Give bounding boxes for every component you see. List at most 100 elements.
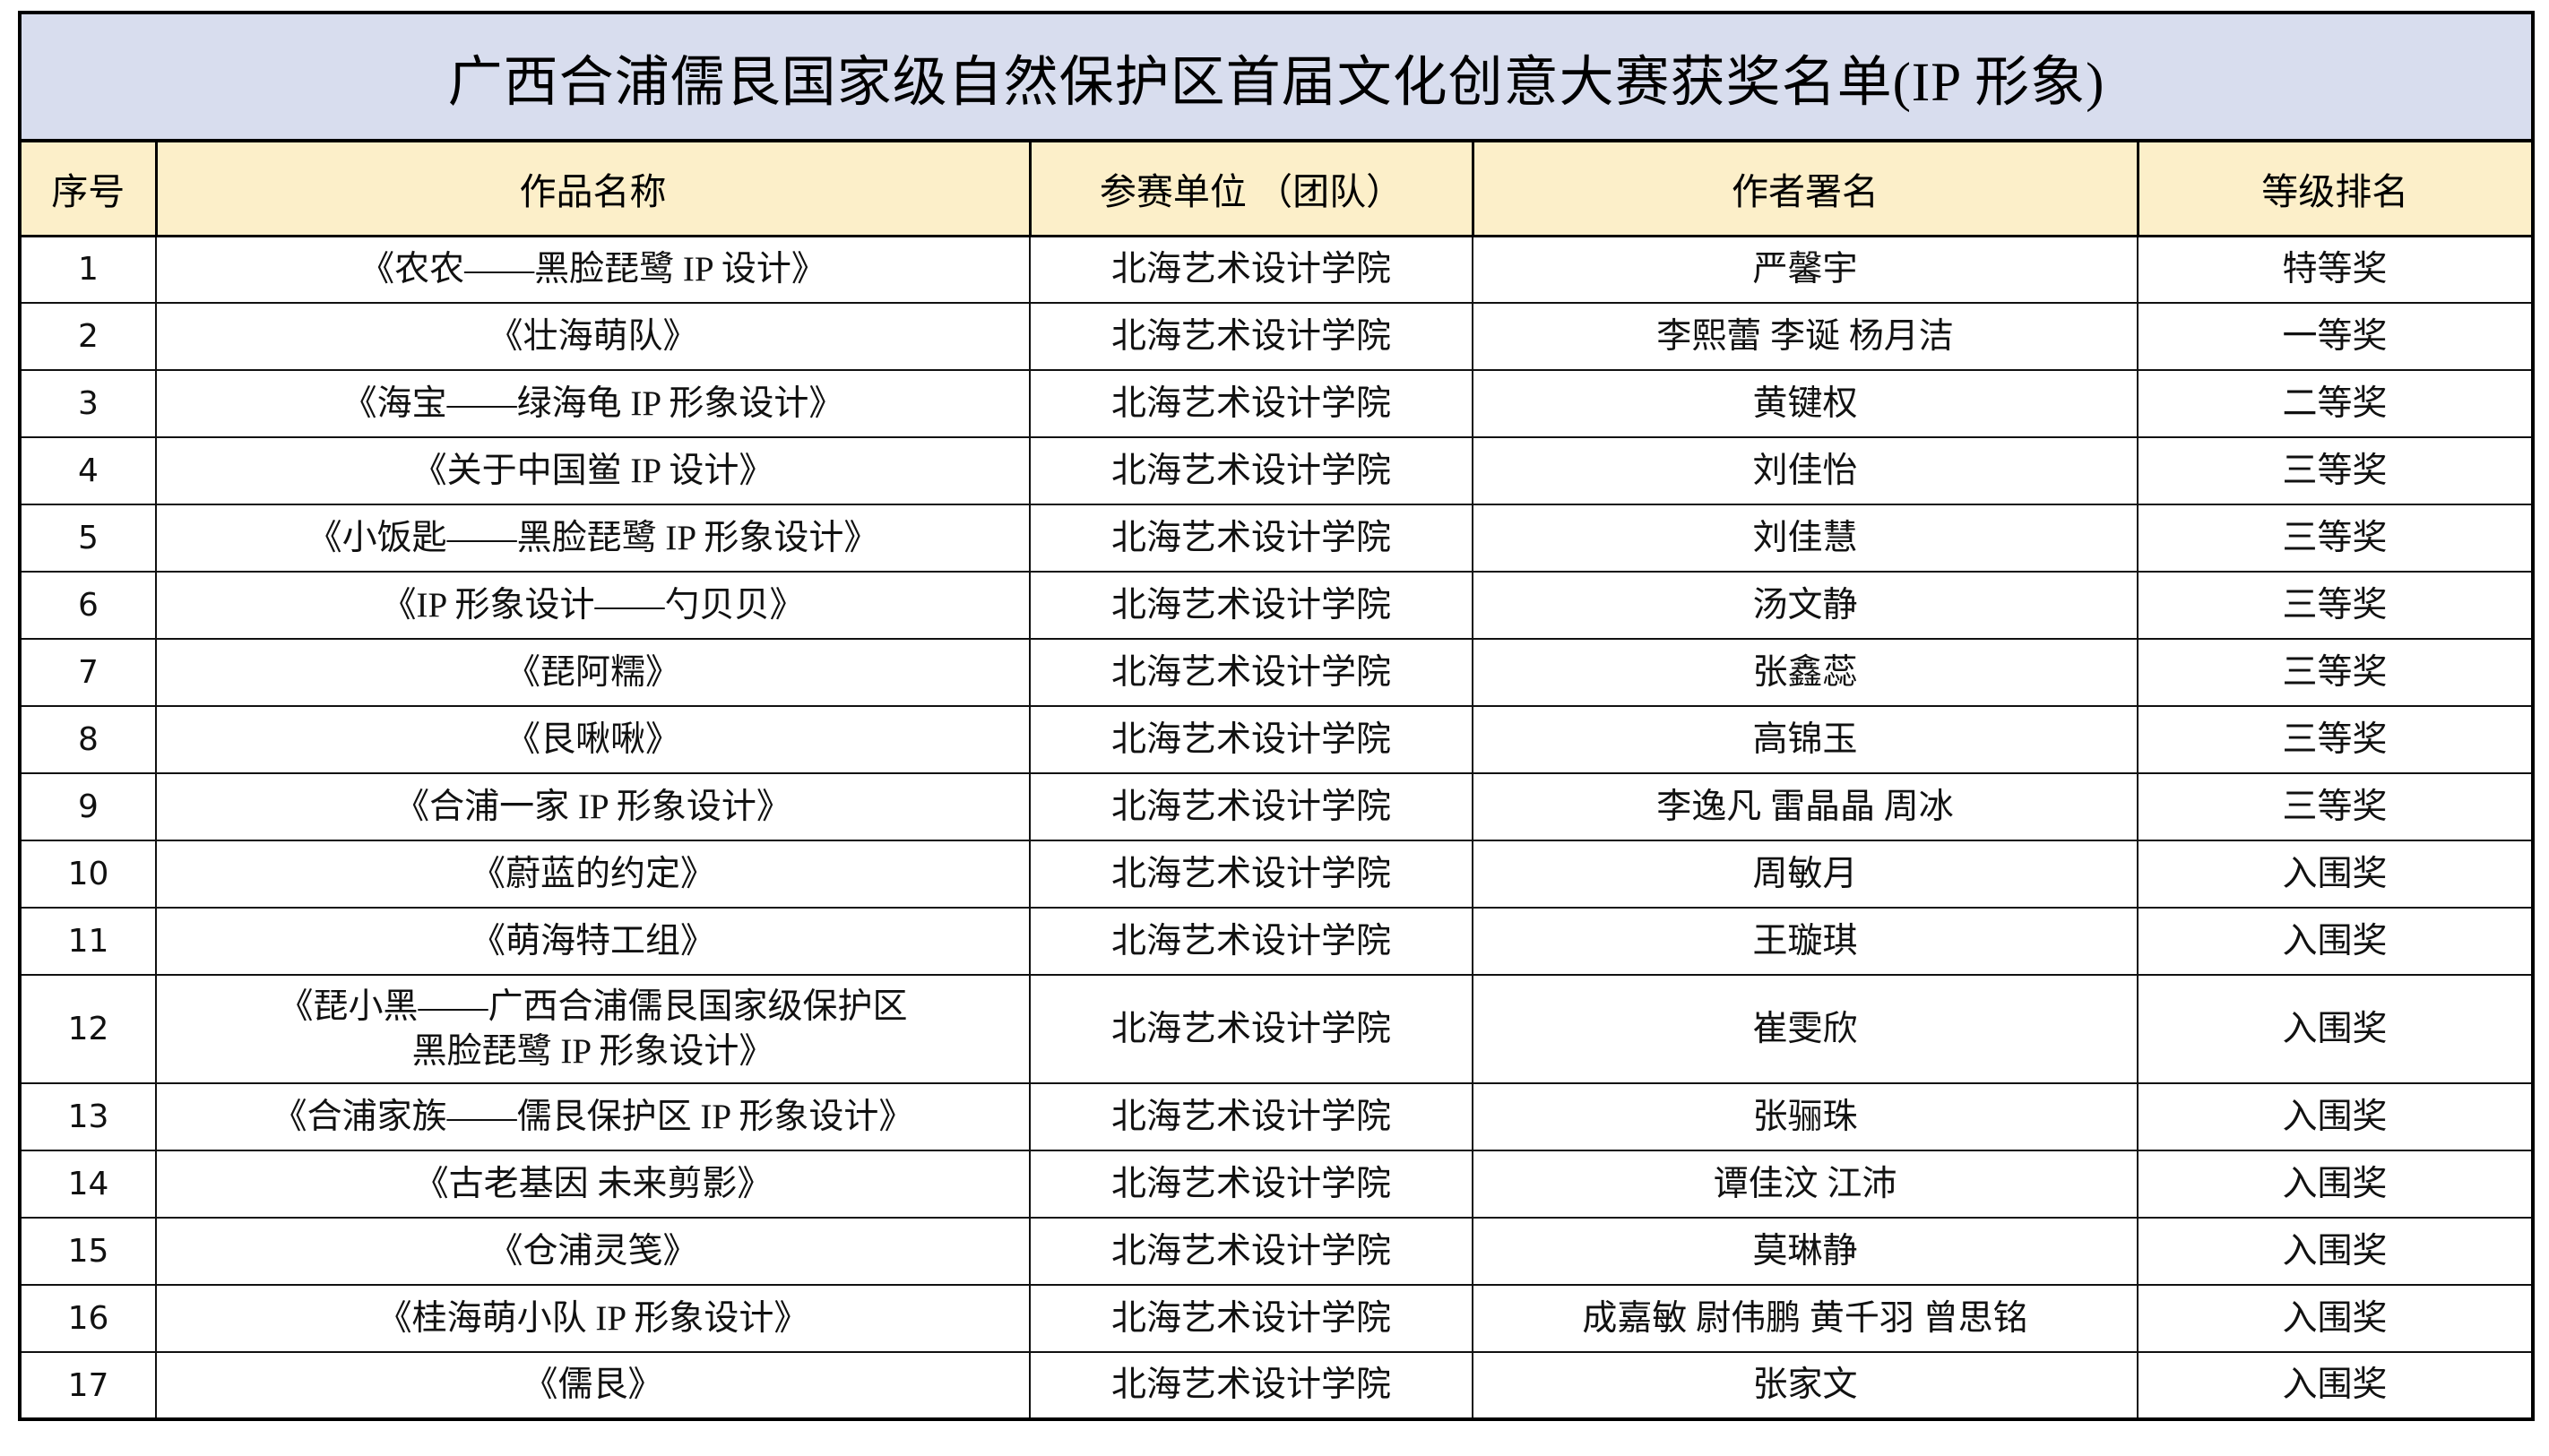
cell-unit: 北海艺术设计学院: [1029, 1217, 1473, 1286]
cell-author: 汤文静: [1472, 571, 2139, 640]
cell-author: 张家文: [1472, 1351, 2139, 1420]
cell-author: 周敏月: [1472, 840, 2139, 909]
cell-author: 严馨宇: [1472, 235, 2139, 304]
cell-work: 《琵阿糯》: [155, 638, 1031, 707]
cell-index: 16: [19, 1284, 157, 1353]
cell-unit: 北海艺术设计学院: [1029, 907, 1473, 976]
column-header-award: 等级排名: [2136, 139, 2535, 237]
cell-author: 李逸凡 雷晶晶 周冰: [1472, 772, 2139, 841]
cell-unit: 北海艺术设计学院: [1029, 436, 1473, 505]
cell-unit: 北海艺术设计学院: [1029, 974, 1473, 1084]
table-row: 4 《关于中国鲎 IP 设计》 北海艺术设计学院 刘佳怡 三等奖: [19, 436, 2535, 505]
table-row: 11 《萌海特工组》 北海艺术设计学院 王璇琪 入围奖: [19, 907, 2535, 976]
cell-author: 李熙蕾 李诞 杨月洁: [1472, 302, 2139, 371]
title-row: 广西合浦儒艮国家级自然保护区首届文化创意大赛获奖名单(IP 形象): [17, 11, 2536, 142]
cell-author: 王璇琪: [1472, 907, 2139, 976]
table-row: 3 《海宝——绿海龟 IP 形象设计》 北海艺术设计学院 黄键权 二等奖: [19, 369, 2535, 438]
cell-award: 入围奖: [2136, 1150, 2535, 1219]
cell-work: 《蔚蓝的约定》: [155, 840, 1031, 909]
table-row: 12 《琵小黑——广西合浦儒艮国家级保护区 黑脸琵鹭 IP 形象设计》 北海艺术设计…: [19, 974, 2535, 1084]
table-row: 5 《小饭匙——黑脸琵鹭 IP 形象设计》 北海艺术设计学院 刘佳慧 三等奖: [19, 504, 2535, 573]
cell-author: 刘佳怡: [1472, 436, 2139, 505]
cell-unit: 北海艺术设计学院: [1029, 638, 1473, 707]
column-header-work: 作品名称: [154, 139, 1032, 237]
column-header-unit: 参赛单位 （团队）: [1028, 139, 1474, 237]
cell-award: 三等奖: [2136, 504, 2535, 573]
table-row: 9 《合浦一家 IP 形象设计》 北海艺术设计学院 李逸凡 雷晶晶 周冰 三等奖: [19, 772, 2535, 841]
cell-award: 入围奖: [2136, 974, 2535, 1084]
table-row: 14 《古老基因 未来剪影》 北海艺术设计学院 谭佳汶 江沛 入围奖: [19, 1150, 2535, 1219]
cell-author: 莫琳静: [1472, 1217, 2139, 1286]
cell-index: 5: [19, 504, 157, 573]
award-list-table: 广西合浦儒艮国家级自然保护区首届文化创意大赛获奖名单(IP 形象) 序号 作品名…: [17, 11, 2536, 1421]
cell-index: 6: [19, 571, 157, 640]
cell-award: 三等奖: [2136, 638, 2535, 707]
cell-work: 《关于中国鲎 IP 设计》: [155, 436, 1031, 505]
cell-work: 《桂海萌小队 IP 形象设计》: [155, 1284, 1031, 1353]
cell-unit: 北海艺术设计学院: [1029, 1150, 1473, 1219]
table-row: 16 《桂海萌小队 IP 形象设计》 北海艺术设计学院 成嘉敏 尉伟鹏 黄千羽 曾思铭…: [19, 1284, 2535, 1353]
cell-index: 2: [19, 302, 157, 371]
cell-award: 二等奖: [2136, 369, 2535, 438]
cell-index: 17: [19, 1351, 157, 1420]
cell-award: 入围奖: [2136, 1217, 2535, 1286]
cell-award: 三等奖: [2136, 705, 2535, 774]
cell-unit: 北海艺术设计学院: [1029, 1082, 1473, 1151]
cell-index: 9: [19, 772, 157, 841]
cell-work: 《琵小黑——广西合浦儒艮国家级保护区 黑脸琵鹭 IP 形象设计》: [155, 974, 1031, 1084]
header-row: 序号 作品名称 参赛单位 （团队） 作者署名 等级排名: [18, 139, 2535, 237]
cell-award: 入围奖: [2136, 907, 2535, 976]
cell-award: 入围奖: [2136, 840, 2535, 909]
cell-work: 《合浦家族——儒艮保护区 IP 形象设计》: [155, 1082, 1031, 1151]
cell-author: 黄键权: [1472, 369, 2139, 438]
table-row: 8 《艮啾啾》 北海艺术设计学院 高锦玉 三等奖: [19, 705, 2535, 774]
cell-unit: 北海艺术设计学院: [1029, 571, 1473, 640]
cell-work: 《海宝——绿海龟 IP 形象设计》: [155, 369, 1031, 438]
cell-index: 10: [19, 840, 157, 909]
cell-work: 《农农——黑脸琵鹭 IP 设计》: [155, 235, 1031, 304]
cell-index: 11: [19, 907, 157, 976]
cell-unit: 北海艺术设计学院: [1029, 840, 1473, 909]
cell-index: 8: [19, 705, 157, 774]
cell-work: 《小饭匙——黑脸琵鹭 IP 形象设计》: [155, 504, 1031, 573]
cell-index: 12: [19, 974, 157, 1084]
table-row: 7 《琵阿糯》 北海艺术设计学院 张鑫蕊 三等奖: [19, 638, 2535, 707]
cell-unit: 北海艺术设计学院: [1029, 772, 1473, 841]
table-row: 2 《壮海萌队》 北海艺术设计学院 李熙蕾 李诞 杨月洁 一等奖: [19, 302, 2535, 371]
cell-unit: 北海艺术设计学院: [1029, 1351, 1473, 1420]
cell-award: 入围奖: [2136, 1351, 2535, 1420]
cell-award: 一等奖: [2136, 302, 2535, 371]
cell-author: 张骊珠: [1472, 1082, 2139, 1151]
table-row: 15 《仓浦灵笺》 北海艺术设计学院 莫琳静 入围奖: [19, 1217, 2535, 1286]
cell-author: 张鑫蕊: [1472, 638, 2139, 707]
cell-index: 3: [19, 369, 157, 438]
table-row: 17 《儒艮》 北海艺术设计学院 张家文 入围奖: [19, 1351, 2535, 1420]
cell-index: 15: [19, 1217, 157, 1286]
cell-award: 特等奖: [2136, 235, 2535, 304]
table-row: 6 《IP 形象设计——勺贝贝》 北海艺术设计学院 汤文静 三等奖: [19, 571, 2535, 640]
cell-unit: 北海艺术设计学院: [1029, 235, 1473, 304]
cell-unit: 北海艺术设计学院: [1029, 1284, 1473, 1353]
cell-author: 高锦玉: [1472, 705, 2139, 774]
cell-index: 1: [19, 235, 157, 304]
cell-work: 《萌海特工组》: [155, 907, 1031, 976]
cell-unit: 北海艺术设计学院: [1029, 504, 1473, 573]
cell-unit: 北海艺术设计学院: [1029, 369, 1473, 438]
page-title: 广西合浦儒艮国家级自然保护区首届文化创意大赛获奖名单(IP 形象): [17, 11, 2536, 142]
cell-index: 7: [19, 638, 157, 707]
cell-index: 13: [19, 1082, 157, 1151]
cell-work: 《壮海萌队》: [155, 302, 1031, 371]
cell-award: 三等奖: [2136, 436, 2535, 505]
column-header-author: 作者署名: [1471, 139, 2139, 237]
cell-award: 三等奖: [2136, 772, 2535, 841]
cell-index: 4: [19, 436, 157, 505]
cell-author: 崔雯欣: [1472, 974, 2139, 1084]
cell-work: 《仓浦灵笺》: [155, 1217, 1031, 1286]
cell-author: 谭佳汶 江沛: [1472, 1150, 2139, 1219]
cell-unit: 北海艺术设计学院: [1029, 302, 1473, 371]
cell-unit: 北海艺术设计学院: [1029, 705, 1473, 774]
cell-index: 14: [19, 1150, 157, 1219]
cell-work: 《艮啾啾》: [155, 705, 1031, 774]
cell-award: 入围奖: [2136, 1284, 2535, 1353]
